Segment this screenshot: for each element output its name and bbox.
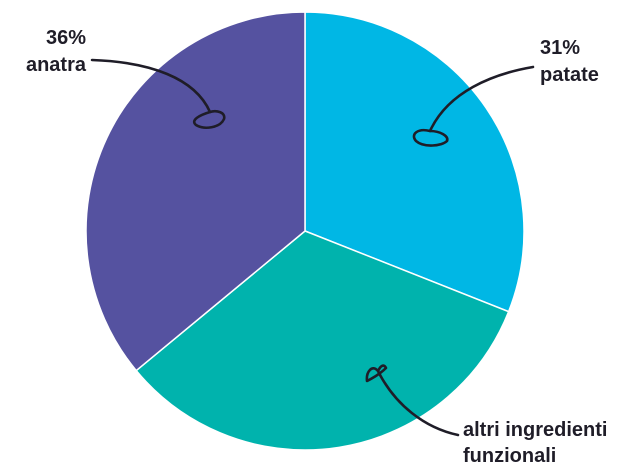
pie-slice-0 (304, 11, 525, 313)
slice-label-patate-value: 31% (540, 37, 580, 59)
callout-arrow-altri (365, 364, 460, 437)
pie-slice-1 (135, 230, 510, 451)
slice-label-anatra-name: anatra (26, 54, 87, 76)
pie-slices (85, 11, 525, 451)
callout-arrow-patate (412, 65, 535, 147)
slice-label-anatra-value: 36% (46, 27, 86, 49)
callout-arrow-anatra (90, 58, 226, 129)
pie-slice-2 (85, 11, 306, 372)
slice-label-altri-line2: funzionali (463, 445, 556, 466)
slice-label-altri-line1: altri ingredienti (463, 419, 607, 441)
slice-label-patate-name: patate (540, 64, 599, 86)
